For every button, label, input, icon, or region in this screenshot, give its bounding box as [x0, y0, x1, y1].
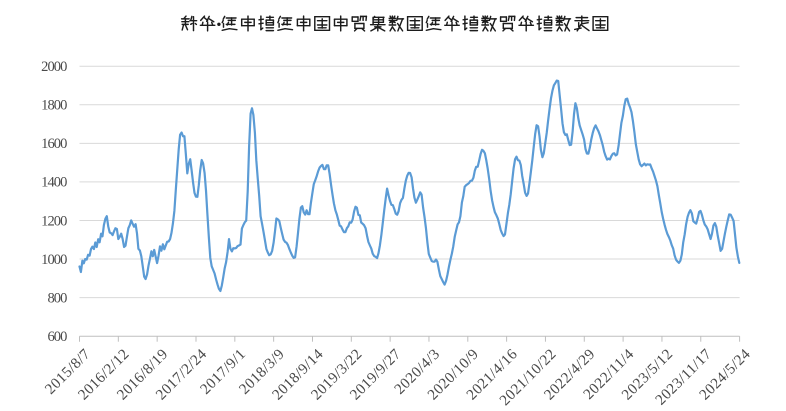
svg-text:1400: 1400	[41, 175, 67, 191]
svg-text:800: 800	[47, 290, 67, 306]
svg-text:1600: 1600	[41, 136, 67, 152]
svg-text:1800: 1800	[41, 98, 67, 114]
svg-text:600: 600	[47, 329, 67, 345]
svg-text:1200: 1200	[41, 213, 67, 229]
svg-text:2000: 2000	[41, 59, 67, 75]
svg-text:1000: 1000	[41, 252, 67, 268]
